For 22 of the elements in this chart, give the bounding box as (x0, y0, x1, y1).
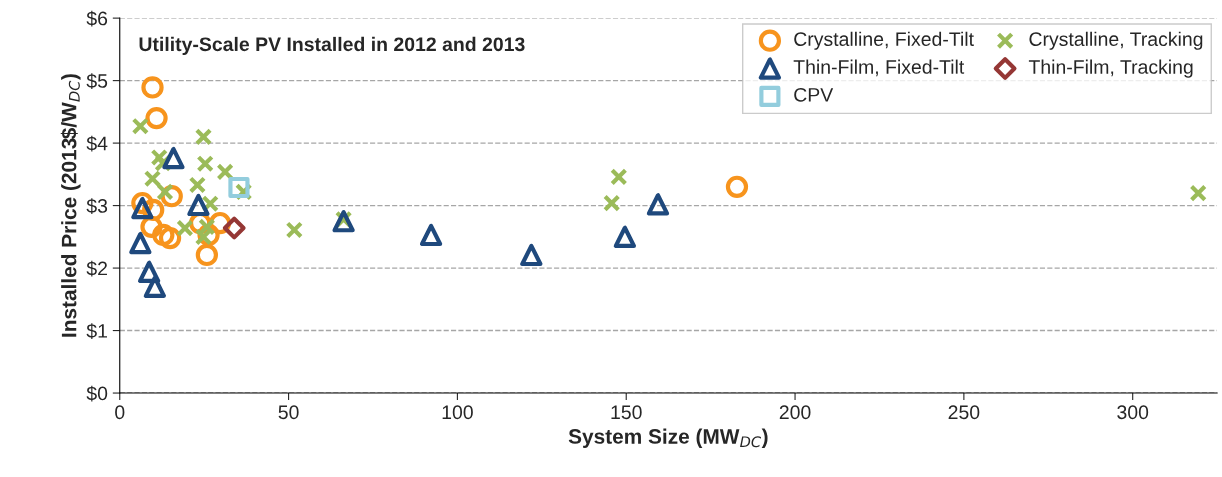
y-tick-label: $3 (86, 198, 108, 214)
x-tick-label: 50 (278, 405, 299, 420)
x-tick-label: 100 (442, 405, 473, 420)
y-axis-title: Installed Price (2013$/W$_{DC}$) (60, 74, 81, 337)
legend-label: CPV (794, 87, 834, 102)
x-tick-label: 150 (611, 405, 642, 420)
legend-label: Crystalline, Fixed-Tilt (794, 31, 974, 50)
y-tick-label: $6 (86, 10, 108, 27)
y-tick-label: $4 (86, 135, 108, 152)
x-tick-label: 200 (779, 405, 811, 420)
y-tick-label: $5 (86, 73, 108, 90)
legend-label: Thin-Film, Fixed-Tilt (793, 59, 965, 77)
x-tick-label: 0 (115, 405, 125, 420)
x-tick-label: 300 (1117, 405, 1149, 420)
y-tick-label: $0 (86, 385, 108, 402)
y-tick-label: $1 (86, 323, 107, 339)
text: Utility-Scale PV Installed in 2012 and 2013 (139, 36, 525, 55)
legend-label: Crystalline, Tracking (1029, 31, 1203, 50)
y-tick-label: $2 (86, 260, 107, 277)
x-tick-label: 250 (948, 405, 980, 420)
x-axis-title: System Size (MW$_{DC}$) (568, 428, 768, 448)
legend-label: Thin-Film, Tracking (1028, 59, 1193, 78)
